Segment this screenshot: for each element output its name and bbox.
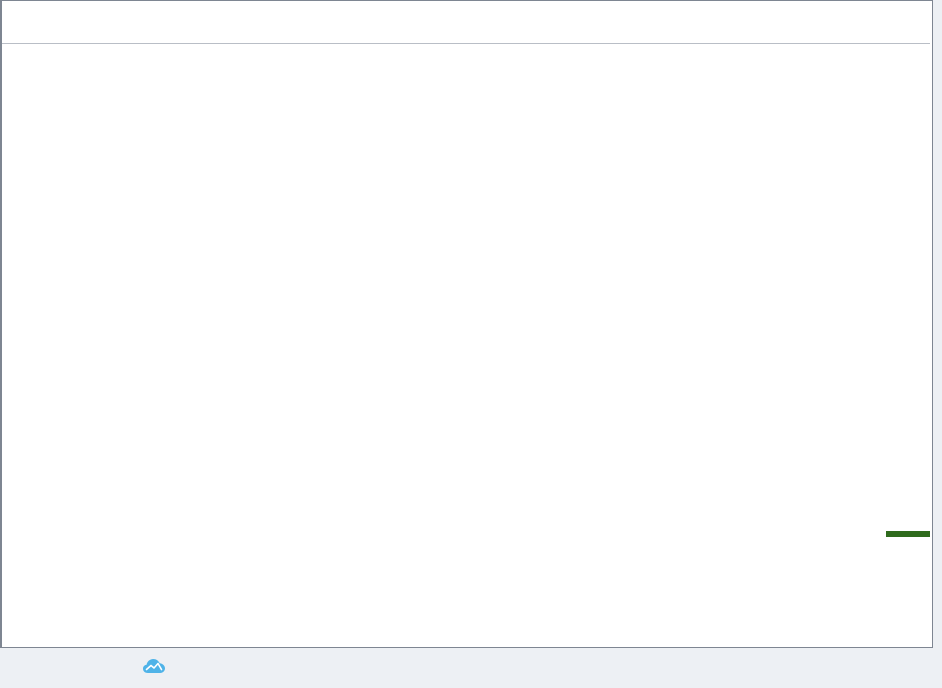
chart-plot	[2, 44, 930, 648]
tradingview-snapshot-widget	[0, 0, 933, 648]
chart-canvas[interactable]	[2, 43, 930, 648]
attribution-line	[12, 4, 16, 19]
snapshot-header	[2, 1, 932, 43]
volume-axis-badge	[886, 531, 930, 537]
tradingview-logo-icon	[143, 659, 165, 673]
symbol-line	[12, 22, 24, 37]
footer	[0, 648, 942, 688]
